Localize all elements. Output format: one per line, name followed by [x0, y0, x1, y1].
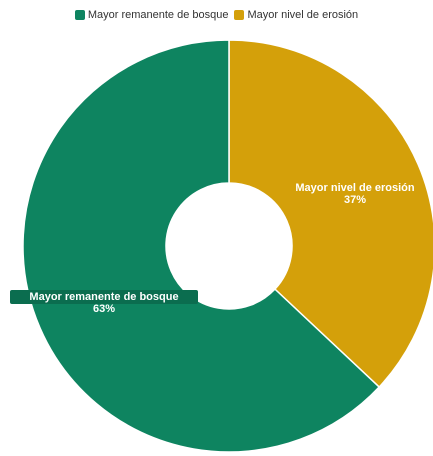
legend-swatch-erosion [234, 10, 245, 20]
slice-erosion[interactable] [228, 39, 433, 389]
donut-slices [22, 39, 433, 453]
data-label-value: 63% [93, 303, 115, 315]
legend-label-forest: Mayor remanente de bosque [87, 9, 229, 21]
legend-label-erosion: Mayor nivel de erosión [247, 9, 359, 21]
legend-swatch-forest [74, 10, 85, 20]
legend-item-forest[interactable]: Mayor remanente de bosque [74, 9, 229, 21]
data-label-name: Mayor nivel de erosión [295, 182, 414, 194]
data-label-background [10, 290, 198, 304]
legend-item-erosion[interactable]: Mayor nivel de erosión [234, 9, 358, 21]
slice-forest-remnant[interactable] [22, 39, 381, 453]
data-label-name: Mayor remanente de bosque [29, 291, 178, 303]
data-label-value: 37% [344, 194, 366, 206]
chart-legend: Mayor remanente de bosque Mayor nivel de… [0, 9, 433, 21]
